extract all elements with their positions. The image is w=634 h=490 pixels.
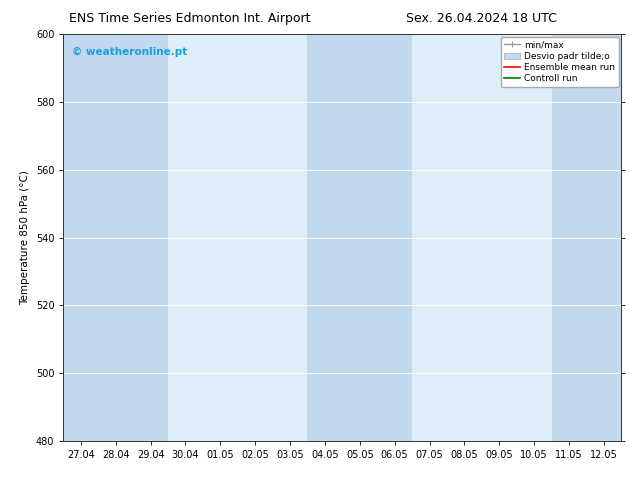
- Text: © weatheronline.pt: © weatheronline.pt: [72, 47, 187, 56]
- Text: ENS Time Series Edmonton Int. Airport: ENS Time Series Edmonton Int. Airport: [70, 12, 311, 25]
- Bar: [307, 34, 412, 441]
- Text: Sex. 26.04.2024 18 UTC: Sex. 26.04.2024 18 UTC: [406, 12, 557, 25]
- Bar: [63, 34, 168, 441]
- Bar: [552, 34, 621, 441]
- Legend: min/max, Desvio padr tilde;o, Ensemble mean run, Controll run: min/max, Desvio padr tilde;o, Ensemble m…: [500, 37, 619, 87]
- Y-axis label: Temperature 850 hPa (°C): Temperature 850 hPa (°C): [20, 170, 30, 305]
